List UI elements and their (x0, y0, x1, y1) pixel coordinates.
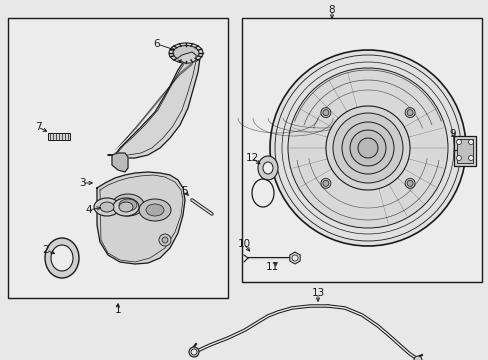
Circle shape (332, 113, 402, 183)
Circle shape (320, 108, 330, 118)
Text: 6: 6 (153, 39, 160, 49)
Circle shape (325, 106, 409, 190)
Circle shape (162, 237, 168, 243)
Circle shape (407, 110, 412, 116)
Ellipse shape (139, 199, 171, 221)
Ellipse shape (113, 198, 139, 216)
Circle shape (322, 180, 328, 186)
Ellipse shape (173, 45, 199, 60)
Text: 7: 7 (35, 122, 41, 132)
Circle shape (341, 122, 393, 174)
Text: 10: 10 (237, 239, 250, 249)
Circle shape (291, 255, 297, 261)
Circle shape (456, 156, 461, 161)
Polygon shape (108, 52, 200, 158)
Ellipse shape (146, 204, 163, 216)
Ellipse shape (169, 43, 203, 63)
Text: 1: 1 (115, 305, 121, 315)
Ellipse shape (94, 198, 120, 216)
Ellipse shape (45, 238, 79, 278)
Text: 3: 3 (79, 178, 85, 188)
Polygon shape (97, 172, 184, 264)
Circle shape (413, 356, 421, 360)
Ellipse shape (258, 156, 278, 180)
Text: 12: 12 (245, 153, 258, 163)
Circle shape (404, 108, 414, 118)
Circle shape (404, 178, 414, 188)
Circle shape (191, 349, 197, 355)
Circle shape (357, 138, 377, 158)
Text: 4: 4 (85, 205, 92, 215)
Bar (48, 133, 70, 140)
Text: 13: 13 (311, 288, 324, 298)
Circle shape (322, 110, 328, 116)
Bar (453, 136, 475, 166)
Ellipse shape (112, 194, 143, 216)
Text: 11: 11 (265, 262, 278, 272)
Text: 2: 2 (42, 245, 49, 255)
Bar (242, 18, 481, 282)
Ellipse shape (263, 162, 272, 174)
Text: 8: 8 (328, 5, 335, 15)
Circle shape (159, 234, 171, 246)
Circle shape (407, 180, 412, 186)
Text: 5: 5 (181, 186, 187, 196)
Circle shape (320, 178, 330, 188)
Circle shape (349, 130, 385, 166)
Text: 9: 9 (449, 129, 455, 139)
Circle shape (189, 347, 199, 357)
Bar (456, 139, 472, 163)
Circle shape (269, 50, 465, 246)
Circle shape (468, 156, 472, 161)
Polygon shape (178, 52, 196, 63)
Circle shape (287, 68, 447, 228)
Bar (8, 18, 227, 298)
Circle shape (468, 139, 472, 144)
Circle shape (456, 139, 461, 144)
Ellipse shape (119, 199, 137, 211)
Ellipse shape (119, 202, 133, 212)
Ellipse shape (100, 202, 114, 212)
Polygon shape (112, 153, 128, 172)
Ellipse shape (51, 245, 73, 271)
